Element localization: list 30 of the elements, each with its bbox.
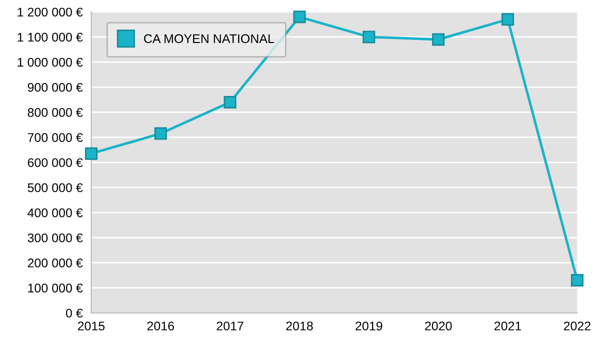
y-tick-label: 300 000 € [28,233,83,242]
point [224,96,236,108]
point [570,274,584,287]
point [293,10,306,24]
x-tick-label: 2022 [564,322,590,330]
x-tick-label: 2020 [425,322,452,330]
point [84,147,98,160]
x-tick-label: 2015 [78,322,105,330]
x-tick-label: 2021 [494,322,522,330]
x-tick-label: 2016 [147,322,174,330]
point [362,30,376,44]
x-tick-label: 2017 [216,322,244,330]
y-tick-label: 800 000 € [28,108,83,117]
y-tick-label: 600 000 € [28,158,83,168]
y-tick-label: 0 € [66,308,83,318]
y-tick-label: 400 000 € [28,208,83,218]
y-tick-label: 100 000 € [28,284,83,292]
y-tick-label: 1 100 000 € [18,32,83,42]
point [432,33,445,46]
y-tick-label: 200 000 € [28,258,83,268]
y-tick-label: 700 000 € [28,133,83,142]
y-tick-label: 1 000 000 € [18,58,83,67]
legend-label: CA MOYEN NATIONAL [144,34,274,44]
x-tick-label: 2018 [286,322,313,330]
y-tick-label: 900 000 € [28,82,83,92]
y-tick-label: 1 200 000 € [18,8,83,17]
point [154,127,167,140]
point [502,13,514,26]
y-tick-label: 500 000 € [28,183,83,192]
x-tick-label: 2019 [356,322,382,330]
